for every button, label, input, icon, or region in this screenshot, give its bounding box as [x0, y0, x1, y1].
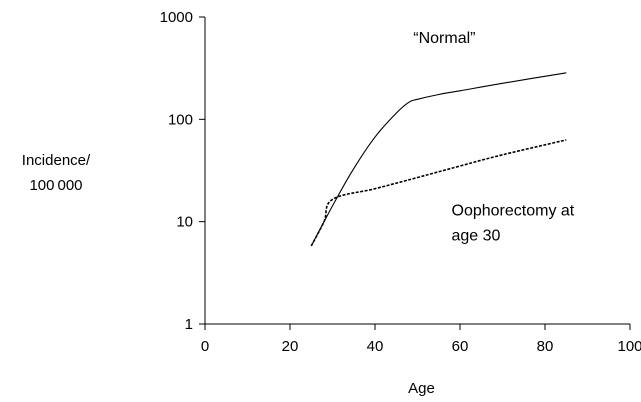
y-tick-label: 10: [176, 214, 193, 231]
annotation-normal: “Normal”: [413, 30, 475, 47]
x-tick-label: 60: [452, 338, 469, 355]
x-tick-label: 80: [537, 338, 554, 355]
axes: [204, 17, 630, 325]
y-tick-label: 1000: [160, 9, 193, 26]
annotation-oophorectomy-line-1: Oophorectomy at: [452, 202, 575, 219]
y-axis-title-line-2: 100 000: [29, 177, 82, 194]
x-axis-title: Age: [408, 380, 435, 397]
y-tick-label: 100: [168, 111, 193, 128]
y-axis-title-line-1: Incidence/: [22, 152, 91, 169]
series-line-oophorectomy: [310, 139, 567, 247]
annotations: “Normal” Oophorectomy at age 30: [413, 30, 575, 245]
x-tick-label: 100: [617, 338, 641, 355]
x-ticks: 0 20 40 60 80 100: [201, 324, 641, 355]
y-tick-label: 1: [185, 316, 193, 333]
annotation-oophorectomy-line-2: age 30: [452, 227, 501, 244]
series-line-normal: [310, 72, 567, 247]
x-tick-label: 0: [201, 338, 209, 355]
series-layer: [310, 72, 567, 247]
y-ticks: 1 10 100 1000: [160, 9, 205, 333]
x-tick-label: 20: [282, 338, 299, 355]
x-tick-label: 40: [367, 338, 384, 355]
